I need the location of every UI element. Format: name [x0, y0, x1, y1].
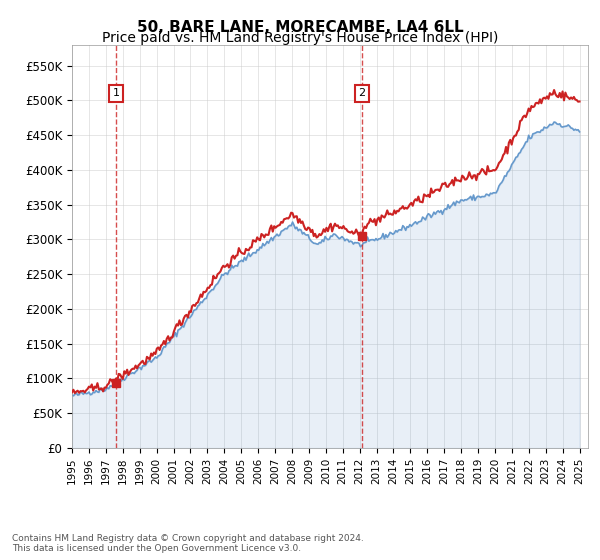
- Text: Contains HM Land Registry data © Crown copyright and database right 2024.
This d: Contains HM Land Registry data © Crown c…: [12, 534, 364, 553]
- Text: Price paid vs. HM Land Registry's House Price Index (HPI): Price paid vs. HM Land Registry's House …: [102, 31, 498, 45]
- Text: 1: 1: [113, 88, 120, 99]
- Text: 50, BARE LANE, MORECAMBE, LA4 6LL: 50, BARE LANE, MORECAMBE, LA4 6LL: [137, 20, 463, 35]
- Text: 2: 2: [359, 88, 366, 99]
